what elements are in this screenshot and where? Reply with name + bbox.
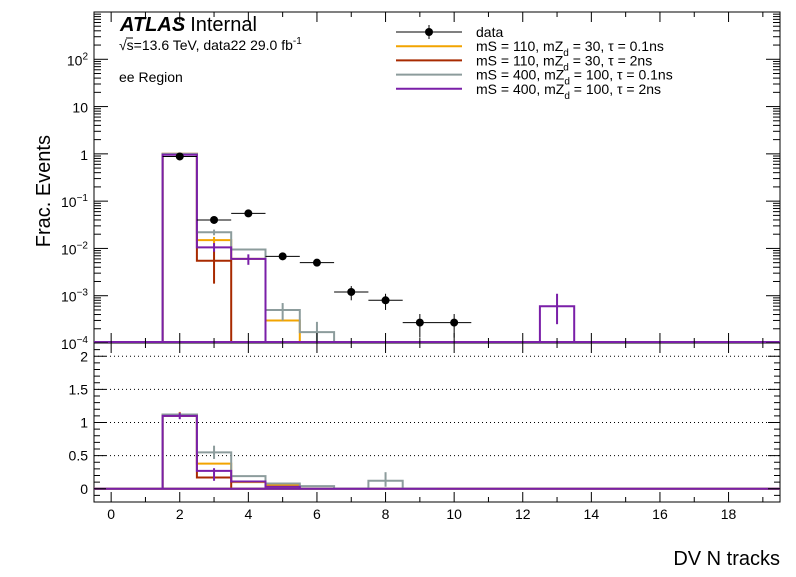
x-tick-label: 0 bbox=[107, 506, 115, 522]
data-point bbox=[312, 258, 321, 267]
ratio-y-tick-label: 0 bbox=[80, 481, 88, 497]
y-tick-label: 10 bbox=[72, 100, 88, 116]
legend-entry: data bbox=[396, 24, 503, 40]
data-point bbox=[210, 215, 219, 224]
y-tick-label: 10−3 bbox=[61, 288, 88, 305]
hist-series-3 bbox=[161, 153, 576, 342]
x-tick-label: 2 bbox=[176, 506, 184, 522]
y-axis-label: Frac. Events bbox=[33, 135, 55, 247]
energy-sup: -1 bbox=[293, 36, 302, 47]
data-point bbox=[347, 287, 356, 296]
x-tick-label: 12 bbox=[515, 506, 531, 522]
y-tick-label: 1 bbox=[80, 147, 88, 163]
legend-label: mS = 110, mZd = 30, τ = 0.1ns bbox=[476, 38, 664, 59]
legend-entry: mS = 110, mZd = 30, τ = 0.1ns bbox=[396, 38, 664, 59]
atlas-brand: ATLAS bbox=[119, 14, 186, 36]
data-point bbox=[381, 296, 390, 305]
data-point bbox=[450, 318, 459, 327]
energy-text: √s=13.6 TeV, data22 29.0 fb bbox=[119, 37, 293, 53]
ratio-y-tick-label: 0.5 bbox=[69, 448, 89, 464]
x-tick-label: 4 bbox=[244, 506, 252, 522]
energy-label: √s=13.6 TeV, data22 29.0 fb-1 bbox=[119, 36, 302, 53]
ratio-y-tick-label: 2 bbox=[80, 348, 88, 364]
x-tick-label: 10 bbox=[446, 506, 462, 522]
y-tick-label: 102 bbox=[67, 51, 89, 68]
x-axis-label: DV N tracks bbox=[673, 548, 780, 570]
data-point bbox=[175, 152, 184, 161]
region-label: ee Region bbox=[119, 69, 183, 85]
main-series-3 bbox=[94, 153, 780, 343]
data-points bbox=[162, 152, 472, 338]
legend-entry: mS = 400, mZd = 100, τ = 2ns bbox=[396, 81, 661, 102]
y-tick-label: 10−4 bbox=[61, 335, 88, 352]
data-point bbox=[244, 209, 253, 218]
y-tick-label: 10−2 bbox=[61, 240, 88, 257]
legend-data-marker bbox=[425, 28, 433, 36]
hist-series-2 bbox=[161, 152, 336, 342]
legend-entry: mS = 400, mZd = 100, τ = 0.1ns bbox=[396, 67, 673, 88]
x-tick-label: 14 bbox=[584, 506, 600, 522]
main-marks bbox=[94, 152, 780, 343]
data-point bbox=[415, 318, 424, 327]
ratio-series-3 bbox=[94, 412, 780, 490]
x-tick-label: 16 bbox=[652, 506, 668, 522]
legend-label: mS = 400, mZd = 100, τ = 2ns bbox=[476, 81, 661, 102]
ratio-marks bbox=[94, 411, 780, 490]
legend-entry: mS = 110, mZd = 30, τ = 2ns bbox=[396, 52, 652, 73]
x-tick-label: 8 bbox=[382, 506, 390, 522]
y-tick-label: 10−1 bbox=[61, 193, 88, 210]
ratio-y-tick-label: 1 bbox=[80, 415, 88, 431]
atlas-label: ATLAS Internal bbox=[119, 14, 257, 36]
x-tick-label: 18 bbox=[721, 506, 737, 522]
legend-label: mS = 400, mZd = 100, τ = 0.1ns bbox=[476, 67, 673, 88]
atlas-suffix: Internal bbox=[190, 14, 257, 36]
legend-label: mS = 110, mZd = 30, τ = 2ns bbox=[476, 52, 652, 73]
ratio-y-tick-label: 1.5 bbox=[69, 381, 89, 397]
legend-label: data bbox=[476, 24, 503, 40]
data-point bbox=[278, 252, 287, 261]
x-tick-label: 6 bbox=[313, 506, 321, 522]
